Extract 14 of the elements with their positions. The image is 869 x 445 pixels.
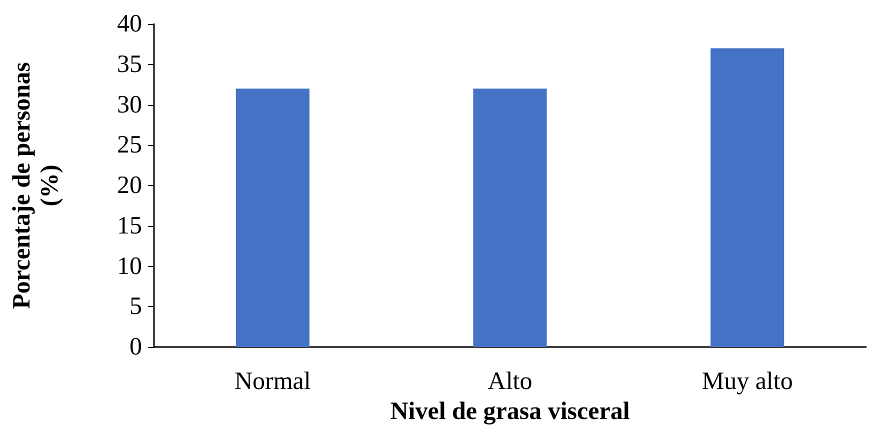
x-tick-label: Normal — [234, 368, 311, 395]
y-tick-label: 25 — [117, 132, 142, 159]
x-tick-label: Alto — [488, 368, 532, 395]
y-tick-label: 10 — [117, 252, 142, 280]
y-tick-label: 35 — [117, 50, 142, 78]
x-tick-label: Muy alto — [702, 368, 793, 395]
y-tick-label: 15 — [117, 212, 142, 240]
y-tick-label: 40 — [117, 10, 142, 38]
y-tick-label: 20 — [117, 172, 142, 199]
y-tick-label: 30 — [117, 91, 142, 118]
y-tick-label: 0 — [130, 334, 142, 360]
x-axis-title: Nivel de grasa visceral — [390, 398, 630, 425]
y-tick-label: 5 — [130, 293, 142, 320]
y-axis-title: Porcentaje de personas (%) — [8, 62, 64, 309]
